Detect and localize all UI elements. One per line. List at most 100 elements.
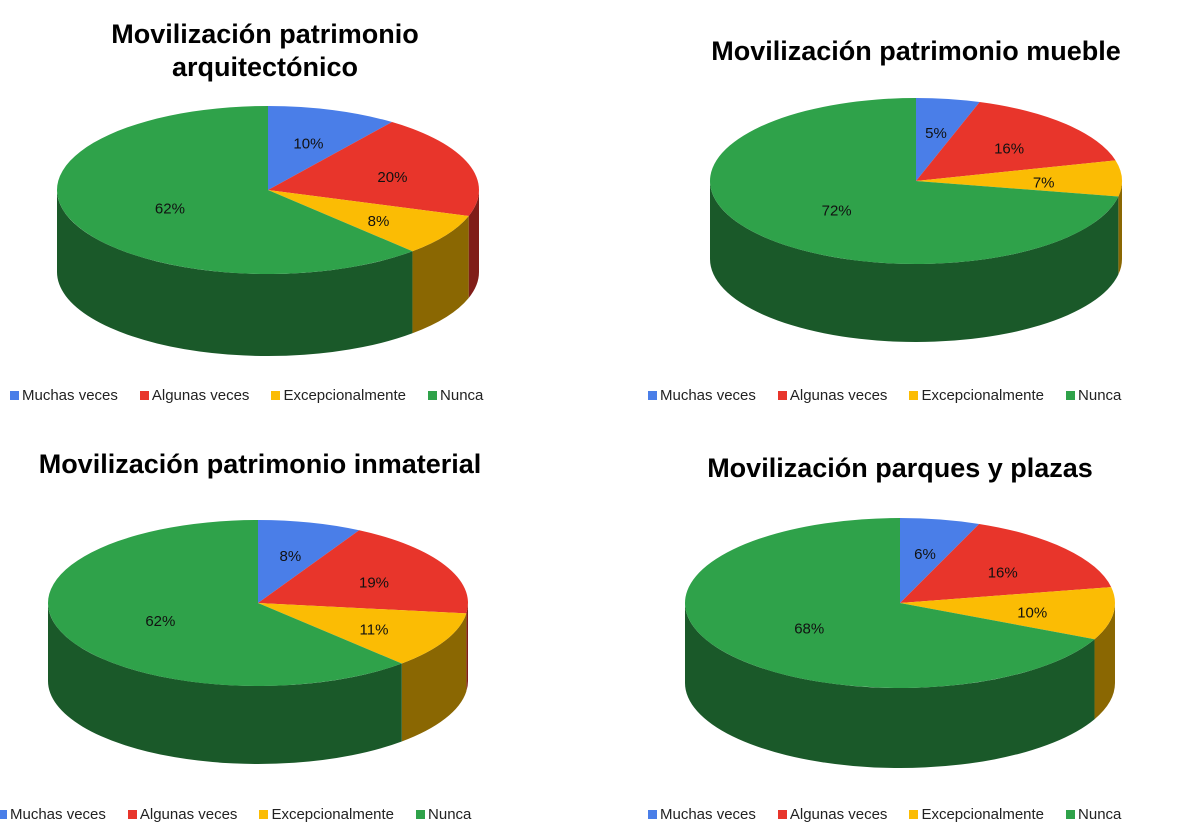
- legend-swatch: [648, 810, 657, 819]
- legend-swatch: [777, 391, 787, 400]
- slice: [900, 518, 980, 603]
- legend-swatch: [271, 391, 281, 400]
- data-label: 7%: [1033, 174, 1055, 191]
- legend-label: Nunca: [1078, 806, 1122, 823]
- slice-side: [468, 190, 479, 298]
- legend-label: Algunas veces: [151, 387, 250, 404]
- chart-title: Movilización patrimonio mueble: [711, 36, 1121, 66]
- legend-swatch: [416, 810, 426, 819]
- slice-side: [1118, 181, 1122, 275]
- legend-label: Muchas veces: [10, 806, 106, 823]
- legend-item: Nunca: [1066, 387, 1121, 404]
- data-label: 72%: [822, 202, 852, 219]
- slice: [900, 523, 1112, 603]
- slice: [709, 98, 1119, 264]
- legend-swatch: [0, 810, 7, 819]
- legend-item: Excepcionalmente: [909, 806, 1044, 823]
- slice: [685, 518, 1095, 688]
- legend-swatch: [127, 810, 137, 819]
- legend-label: Excepcionalmente: [283, 387, 407, 404]
- legend-label: Excepcionalmente: [921, 387, 1045, 404]
- legend-label: Algunas veces: [789, 806, 888, 823]
- legend-item: Excepcionalmente: [909, 387, 1044, 404]
- slice-side: [1094, 603, 1115, 720]
- data-label: 6%: [914, 546, 936, 563]
- legend-item: Excepcionalmente: [259, 806, 394, 823]
- legend-item: Muchas veces: [0, 806, 106, 823]
- slice: [268, 106, 393, 190]
- slice-side: [710, 181, 1119, 343]
- legend: Muchas veces Algunas veces Excepcionalment…: [648, 387, 1121, 404]
- slice: [916, 98, 980, 181]
- slice: [916, 160, 1122, 197]
- legend-item: Algunas veces: [777, 387, 888, 404]
- legend-label: Nunca: [440, 387, 484, 404]
- data-label: 10%: [293, 135, 323, 152]
- slice: [48, 520, 402, 686]
- legend-swatch: [777, 810, 787, 819]
- legend-swatch: [259, 810, 269, 819]
- slice: [258, 520, 360, 603]
- legend-item: Algunas veces: [777, 806, 888, 823]
- legend-label: Nunca: [1078, 387, 1122, 404]
- legend-item: Nunca: [428, 387, 483, 404]
- legend-label: Muchas veces: [22, 387, 118, 404]
- data-label: 11%: [360, 621, 389, 638]
- chart-title: Movilización parques y plazas: [707, 453, 1093, 483]
- legend-swatch: [909, 391, 919, 400]
- legend-item: Nunca: [416, 806, 471, 823]
- slice-side: [401, 613, 467, 742]
- data-label: 8%: [280, 548, 302, 565]
- legend: Muchas veces Algunas veces Excepcionalment…: [648, 806, 1121, 823]
- slice: [900, 587, 1115, 640]
- data-label: 16%: [988, 564, 1018, 581]
- chart-title: Movilización patrimonio inmaterial: [38, 449, 482, 479]
- slice: [258, 530, 468, 614]
- data-label: 8%: [368, 213, 390, 230]
- data-label: 16%: [994, 141, 1024, 158]
- slice: [916, 102, 1116, 181]
- legend-swatch: [1066, 810, 1076, 819]
- slice: [258, 603, 467, 664]
- legend-label: Nunca: [428, 806, 472, 823]
- legend-label: Muchas veces: [660, 387, 756, 404]
- legend-item: Muchas veces: [648, 806, 756, 823]
- slice-side: [466, 603, 468, 692]
- data-label: 20%: [377, 169, 407, 186]
- slice-side: [412, 215, 469, 334]
- legend-item: Excepcionalmente: [271, 387, 406, 404]
- data-label: 5%: [925, 125, 947, 142]
- slice-side: [685, 603, 1095, 768]
- data-label: 10%: [1017, 605, 1047, 622]
- legend-item: Algunas veces: [139, 387, 250, 404]
- slice: [57, 106, 413, 275]
- slice-side: [48, 603, 402, 764]
- legend-item: Nunca: [1066, 806, 1121, 823]
- data-label: 62%: [155, 200, 185, 217]
- legend-label: Algunas veces: [139, 806, 238, 823]
- legend-label: Excepcionalmente: [921, 806, 1045, 823]
- legend-item: Algunas veces: [127, 806, 238, 823]
- legend-label: Excepcionalmente: [271, 806, 395, 823]
- legend-item: Muchas veces: [648, 387, 756, 404]
- legend-swatch: [909, 810, 919, 819]
- legend-swatch: [428, 391, 438, 400]
- legend-swatch: [10, 391, 19, 400]
- legend-swatch: [139, 391, 149, 400]
- legend: Muchas veces Algunas veces Excepcionalment…: [0, 806, 471, 823]
- data-label: 68%: [794, 621, 824, 638]
- slice: [268, 122, 480, 216]
- legend-label: Algunas veces: [789, 387, 888, 404]
- slice: [268, 190, 469, 252]
- chart-title: Movilización patrimonio arquitectónico: [111, 19, 419, 82]
- legend-swatch: [648, 391, 657, 400]
- data-label: 19%: [359, 575, 389, 592]
- legend-swatch: [1066, 391, 1076, 400]
- slice-side: [57, 190, 413, 357]
- data-label: 62%: [145, 613, 175, 630]
- legend-item: Muchas veces: [10, 387, 118, 404]
- legend-label: Muchas veces: [660, 806, 756, 823]
- legend: Muchas veces Algunas veces Excepcionalment…: [10, 387, 483, 404]
